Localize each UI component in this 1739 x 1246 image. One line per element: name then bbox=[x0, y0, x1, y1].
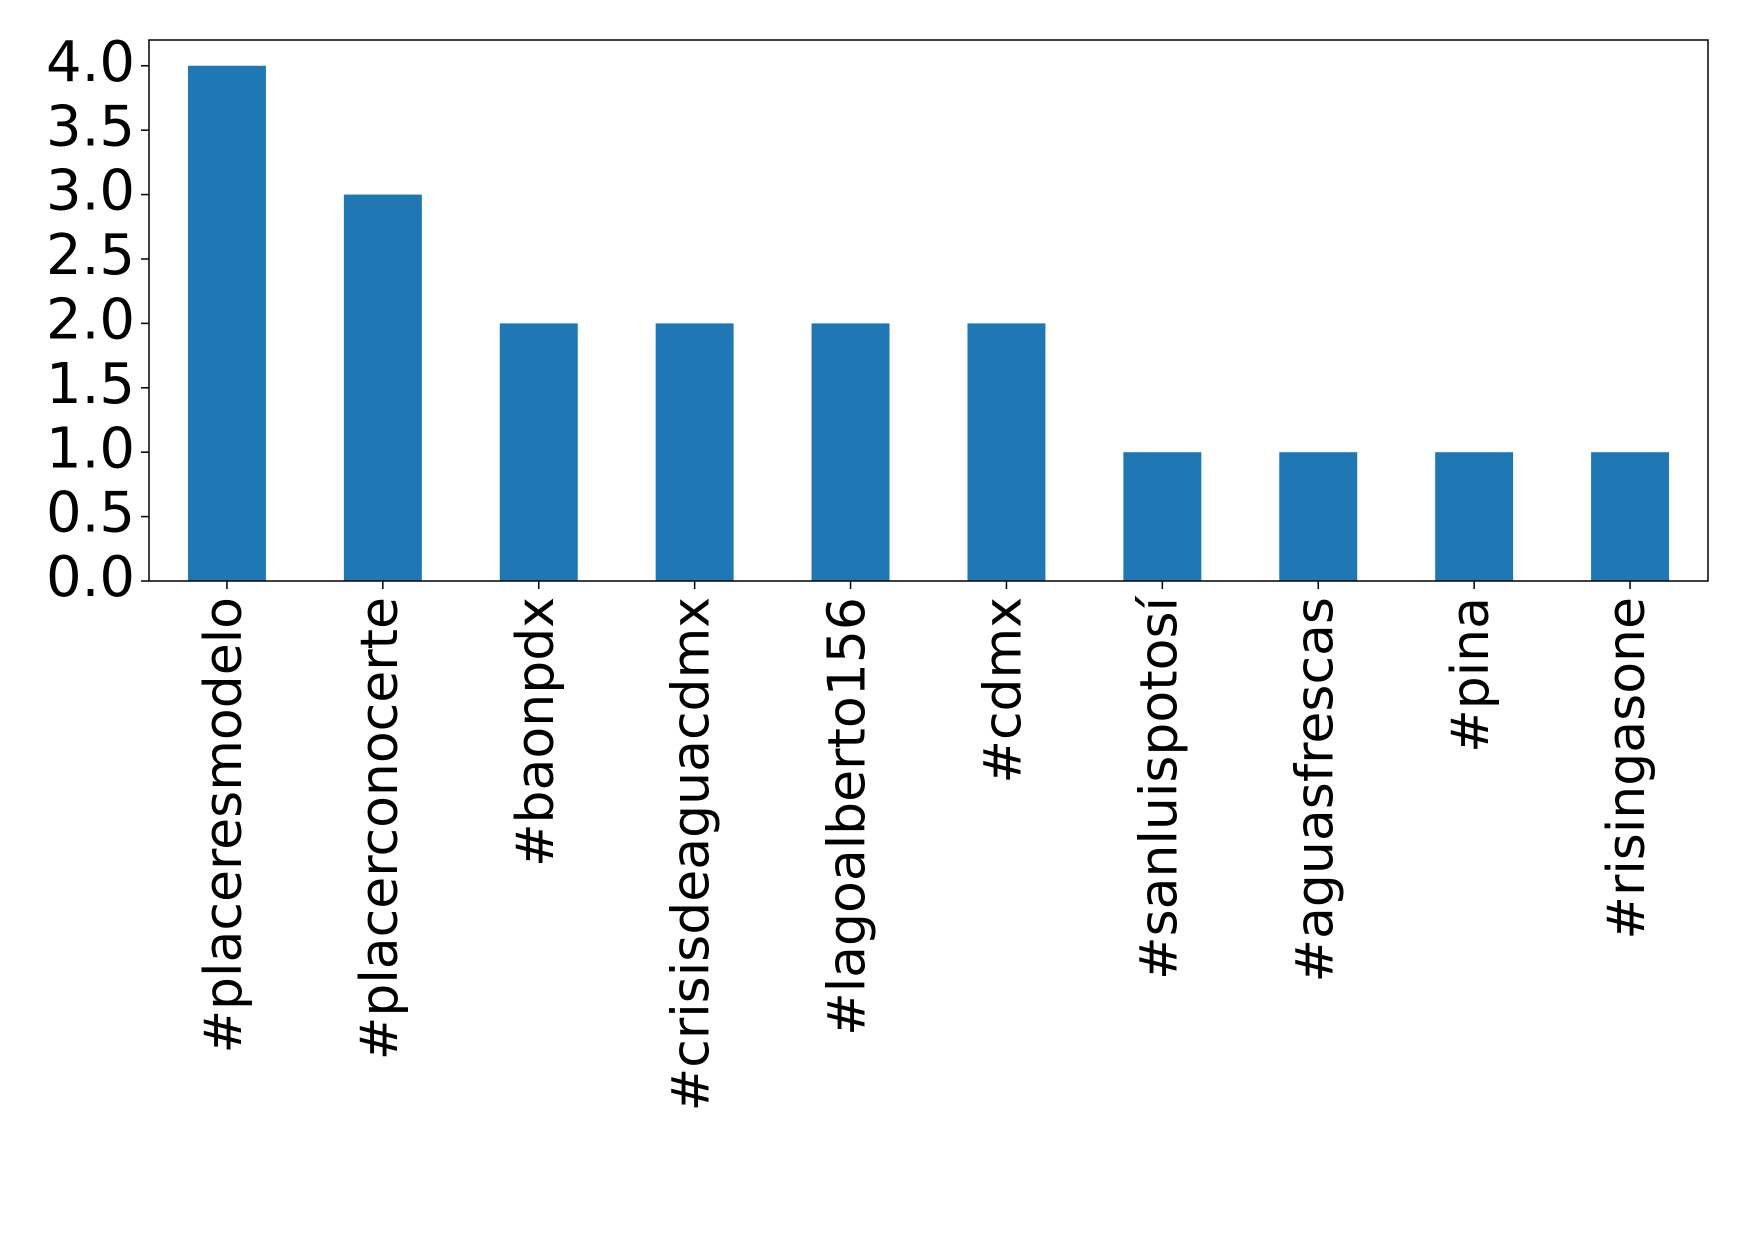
y-tick-label: 1.5 bbox=[46, 352, 135, 417]
bar bbox=[967, 323, 1046, 581]
y-tick-label: 1.0 bbox=[46, 416, 135, 481]
bar bbox=[187, 65, 266, 581]
x-tick-label: #pina bbox=[1441, 597, 1501, 753]
y-tick-label: 2.0 bbox=[46, 288, 135, 353]
x-tick-label: #risingasone bbox=[1597, 597, 1657, 940]
x-tick-label: #lagoalberto156 bbox=[818, 597, 878, 1036]
plot-frame bbox=[148, 39, 1709, 582]
bar bbox=[499, 323, 578, 581]
bar bbox=[1591, 452, 1670, 581]
bar bbox=[1123, 452, 1202, 581]
x-tick-label: #baonpdx bbox=[506, 597, 566, 867]
x-tick-label: #cdmx bbox=[973, 597, 1033, 784]
y-tick-label: 3.0 bbox=[46, 159, 135, 224]
bar bbox=[1435, 452, 1514, 581]
bar bbox=[655, 323, 734, 581]
y-tick-label: 4.0 bbox=[46, 30, 135, 95]
x-tick-label: #aguasfrescas bbox=[1285, 597, 1345, 983]
x-tick-label: #placeresmodelo bbox=[194, 597, 254, 1054]
bar bbox=[811, 323, 890, 581]
x-tick-label: #crisisdeaguacdmx bbox=[662, 597, 722, 1111]
y-tick-label: 0.5 bbox=[46, 481, 135, 546]
y-tick-label: 3.5 bbox=[46, 94, 135, 159]
x-tick-label: #placerconocerte bbox=[350, 597, 410, 1060]
bar bbox=[343, 194, 422, 582]
x-tick-label: #sanluispotosí bbox=[1129, 595, 1189, 980]
bar bbox=[1279, 452, 1358, 581]
y-tick-label: 2.5 bbox=[46, 223, 135, 288]
y-tick-label: 0.0 bbox=[46, 545, 135, 610]
